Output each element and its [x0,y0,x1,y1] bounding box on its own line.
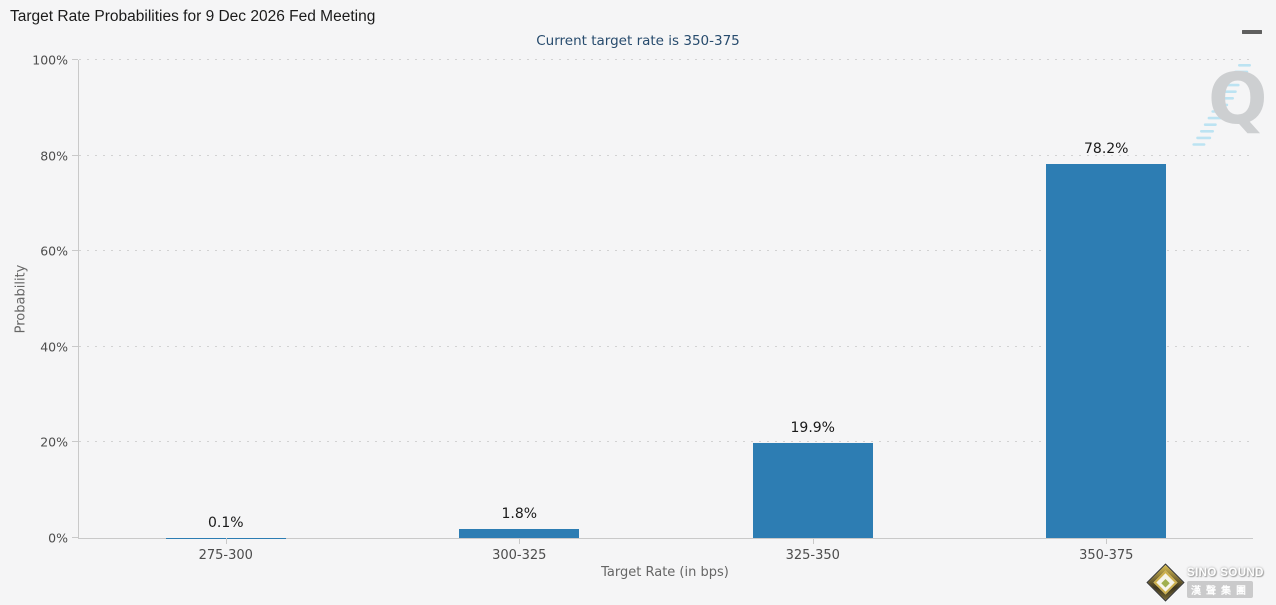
y-tick-label: 20% [40,434,68,450]
y-gridline [79,59,1253,60]
y-tick-label: 80% [40,148,68,164]
chart-title: Target Rate Probabilities for 9 Dec 2026… [10,8,376,25]
bar-value-label: 19.9% [790,419,835,436]
quandl-q-letter: Q [1208,58,1268,140]
y-axis-tick [72,345,78,347]
x-axis-title: Target Rate (in bps) [601,565,729,580]
y-gridline [79,154,1253,156]
x-tick-label: 325-350 [785,548,840,563]
x-tick-label: 350-375 [1079,548,1134,563]
x-axis-tick [225,538,227,544]
y-axis-tick [72,441,78,443]
y-axis-title: Probability [13,264,29,334]
x-axis-tick [1106,538,1108,544]
x-tick-label: 300-325 [492,548,547,563]
site-brand-name-chinese: 漢聲集團 [1187,580,1253,598]
probability-bar[interactable] [459,529,580,538]
plot-area: 0% 20% 40% 60% 80% 100% 0.1% 275-300 1.8% 300-325… [32,53,1254,563]
sino-sound-logo: SINO SOUND 漢聲集團 [1146,562,1274,602]
y-axis-tick [72,59,78,60]
y-tick-label: 60% [40,243,68,259]
category-column: 1.8% 300-325 [373,60,667,563]
y-gridline [79,441,1253,443]
category-column: 78.2% 350-375 [960,60,1254,563]
y-gridline [79,345,1253,347]
y-axis-tick [72,537,78,538]
category-column: 19.9% 325-350 [666,60,960,563]
category-column: 0.1% 275-300 [79,60,373,563]
y-tick-label: 40% [40,339,68,355]
probability-bar[interactable] [752,442,873,538]
y-gridline [79,250,1253,252]
x-axis-tick [812,538,814,544]
bar-value-label: 0.1% [207,514,244,531]
y-axis-tick [72,250,78,252]
y-tick-label: 0% [48,530,68,546]
site-logo-text: SINO SOUND 漢聲集團 [1187,567,1264,598]
diamond-logo-icon [1146,562,1185,602]
diamond-logo-core [1161,577,1170,587]
chart-context-menu-button[interactable] [1238,8,1266,34]
y-tick-label: 100% [32,52,68,68]
bar-value-label: 78.2% [1084,141,1129,158]
y-axis-tick [72,154,78,156]
chart-subtitle: Current target rate is 350-375 [536,33,740,49]
x-tick-label: 275-300 [198,548,253,563]
x-axis-tick [519,538,521,544]
hamburger-icon [1242,30,1262,34]
quandl-watermark-icon: Q [1180,62,1268,154]
probability-bar[interactable] [1046,164,1167,538]
diamond-logo-inner [1153,569,1178,595]
site-brand-name: SINO SOUND [1187,566,1264,579]
quandl-slash-icon [1192,64,1251,146]
bar-value-label: 1.8% [501,506,538,523]
